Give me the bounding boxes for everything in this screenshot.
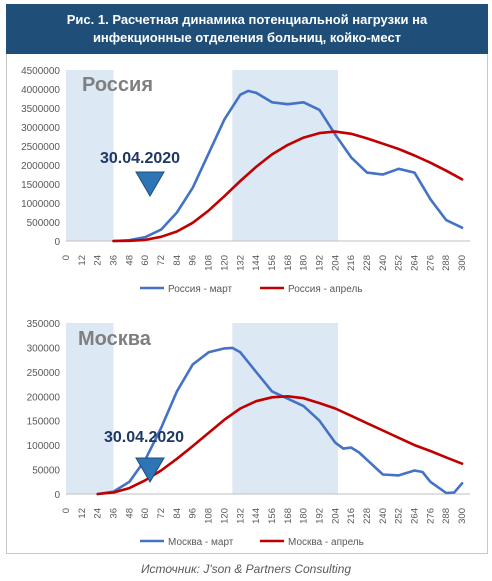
figure-title: Рис. 1. Расчетная динамика потенциальной…: [66, 12, 428, 45]
x-tick-label: 156: [267, 508, 278, 524]
x-tick-label: 72: [156, 508, 167, 519]
shaded-region: [232, 323, 338, 494]
x-tick-label: 84: [172, 255, 183, 266]
x-tick-label: 156: [267, 255, 278, 271]
x-tick-label: 288: [441, 508, 452, 524]
x-tick-label: 60: [140, 255, 151, 266]
x-tick-label: 12: [77, 508, 88, 519]
y-tick-label: 2500000: [21, 142, 60, 153]
y-tick-label: 300000: [27, 343, 61, 354]
x-tick-label: 252: [394, 508, 405, 524]
series-line-april: [112, 130, 464, 243]
x-tick-label: 36: [109, 255, 120, 266]
x-tick-label: 144: [251, 255, 262, 271]
y-tick-label: 0: [54, 490, 60, 501]
x-tick-label: 96: [188, 508, 199, 519]
x-tick-label: 276: [425, 508, 436, 524]
x-tick-label: 108: [204, 255, 215, 271]
x-tick-label: 300: [457, 255, 468, 271]
x-tick-label: 60: [140, 508, 151, 519]
x-tick-label: 216: [346, 255, 357, 271]
x-tick-label: 216: [346, 508, 357, 524]
x-tick-label: 12: [77, 255, 88, 266]
chart-title: Москва: [78, 328, 152, 350]
figure-header: Рис. 1. Расчетная динамика потенциальной…: [6, 4, 488, 54]
shaded-region: [232, 70, 338, 241]
x-tick-label: 300: [457, 508, 468, 524]
shaded-region: [66, 323, 114, 494]
x-tick-label: 144: [251, 508, 262, 524]
x-tick-label: 192: [314, 508, 325, 524]
x-tick-label: 24: [93, 508, 104, 519]
x-tick-label: 204: [330, 508, 341, 524]
x-tick-label: 108: [204, 508, 215, 524]
x-tick-label: 252: [394, 255, 405, 271]
y-tick-label: 200000: [27, 392, 61, 403]
x-tick-label: 264: [410, 255, 421, 271]
y-tick-label: 2000000: [21, 161, 60, 172]
x-tick-label: 48: [124, 508, 135, 519]
x-tick-label: 96: [188, 255, 199, 266]
shaded-region: [66, 70, 114, 241]
legend-label-april: Россия - апрель: [288, 284, 363, 295]
x-tick-label: 120: [219, 508, 230, 524]
x-tick-label: 228: [362, 508, 373, 524]
x-tick-label: 132: [235, 255, 246, 271]
x-tick-label: 168: [283, 508, 294, 524]
y-tick-label: 4000000: [21, 85, 60, 96]
date-marker-icon: [135, 457, 165, 483]
x-tick-label: 0: [61, 508, 72, 513]
source-caption: Источник: J'son & Partners Consulting: [140, 562, 352, 576]
x-tick-label: 192: [314, 255, 325, 271]
series-line-march: [112, 89, 464, 243]
y-tick-label: 1500000: [21, 180, 60, 191]
x-tick-label: 36: [109, 508, 120, 519]
legend-label-april: Москва - апрель: [288, 537, 364, 548]
series-line-april: [96, 395, 464, 496]
x-tick-label: 24: [93, 255, 104, 266]
y-tick-label: 0: [54, 237, 60, 248]
x-tick-label: 48: [124, 255, 135, 266]
x-tick-label: 264: [410, 508, 421, 524]
x-tick-label: 240: [378, 255, 389, 271]
chart-title: Россия: [82, 74, 153, 96]
x-tick-label: 204: [330, 255, 341, 271]
y-tick-label: 250000: [27, 368, 61, 379]
legend-label-march: Россия - март: [168, 284, 232, 295]
legend-label-march: Москва - март: [168, 537, 234, 548]
y-tick-label: 1000000: [21, 199, 60, 210]
x-tick-label: 276: [425, 255, 436, 271]
date-marker-icon: [135, 171, 165, 197]
x-tick-label: 84: [172, 508, 183, 519]
y-tick-label: 100000: [27, 441, 61, 452]
x-tick-label: 228: [362, 255, 373, 271]
y-tick-label: 3500000: [21, 104, 60, 115]
date-annotation: 30.04.2020: [100, 150, 180, 167]
y-tick-label: 150000: [27, 417, 61, 428]
x-tick-label: 72: [156, 255, 167, 266]
x-tick-label: 132: [235, 508, 246, 524]
x-tick-label: 180: [299, 255, 310, 271]
date-annotation: 30.04.2020: [104, 429, 184, 446]
series-line-march: [96, 346, 464, 496]
y-tick-label: 500000: [27, 218, 61, 229]
y-tick-label: 350000: [27, 319, 61, 330]
x-tick-label: 288: [441, 255, 452, 271]
x-tick-label: 168: [283, 255, 294, 271]
y-tick-label: 50000: [32, 466, 60, 477]
x-tick-label: 0: [61, 255, 72, 260]
y-tick-label: 4500000: [21, 66, 60, 77]
y-tick-label: 3000000: [21, 123, 60, 134]
x-tick-label: 240: [378, 508, 389, 524]
x-tick-label: 120: [219, 255, 230, 271]
x-tick-label: 180: [299, 508, 310, 524]
